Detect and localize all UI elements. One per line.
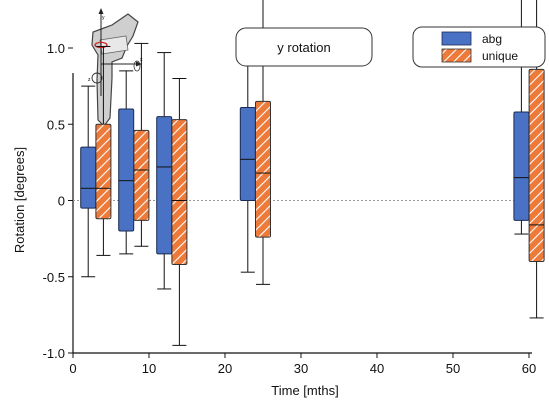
legend-frame (412, 26, 546, 68)
chart-title: y rotation (277, 40, 330, 55)
box-abg (80, 85, 97, 278)
y-tick-label: 0 (58, 194, 65, 209)
svg-text:y: y (102, 15, 105, 21)
legend-swatch-unique (441, 48, 472, 63)
box-abg (156, 52, 173, 290)
box-plots (80, 0, 545, 346)
legend-label-abg: abg (482, 32, 502, 46)
y-tick-label: 1.0 (47, 41, 65, 56)
iqr-box (513, 111, 530, 221)
legend-swatch-abg (441, 31, 472, 46)
x-axis-ticks: 0 10 20 30 40 50 60 (69, 353, 536, 376)
iqr-box (133, 129, 150, 221)
x-tick-label: 60 (522, 361, 536, 376)
legend: abg unique (412, 26, 546, 68)
iqr-box (80, 146, 97, 209)
box-unique (133, 42, 150, 247)
box-unique (95, 45, 112, 256)
legend-label-unique: unique (482, 49, 518, 63)
y-tick-label: -1.0 (43, 346, 65, 361)
iqr-box (239, 106, 256, 201)
y-axis-label: Rotation [degrees] (12, 147, 27, 253)
bone-inset-illustration: y x z (88, 8, 143, 127)
iqr-box (156, 116, 173, 255)
iqr-box (528, 68, 545, 262)
x-tick-label: 40 (370, 361, 384, 376)
box-abg (513, 0, 530, 235)
box-abg (118, 70, 135, 255)
x-tick-label: 30 (294, 361, 308, 376)
x-tick-label: 50 (446, 361, 460, 376)
y-tick-label: -0.5 (43, 270, 65, 285)
svg-text:z: z (88, 77, 91, 83)
iqr-box (171, 119, 188, 266)
box-abg (239, 39, 256, 273)
box-unique (171, 78, 188, 346)
iqr-box (95, 123, 112, 220)
x-axis-label: Time [mths] (271, 383, 338, 398)
y-axis-ticks: -1.0-0.500.51.01.52.02.5 (43, 41, 73, 361)
chart-title-box: y rotation (235, 27, 373, 67)
iqr-box (118, 108, 135, 232)
x-tick-label: 0 (69, 361, 76, 376)
x-tick-label: 20 (218, 361, 232, 376)
y-tick-label: 0.5 (47, 117, 65, 132)
box-unique (528, 0, 545, 319)
iqr-box (255, 100, 271, 238)
x-tick-label: 10 (142, 361, 156, 376)
